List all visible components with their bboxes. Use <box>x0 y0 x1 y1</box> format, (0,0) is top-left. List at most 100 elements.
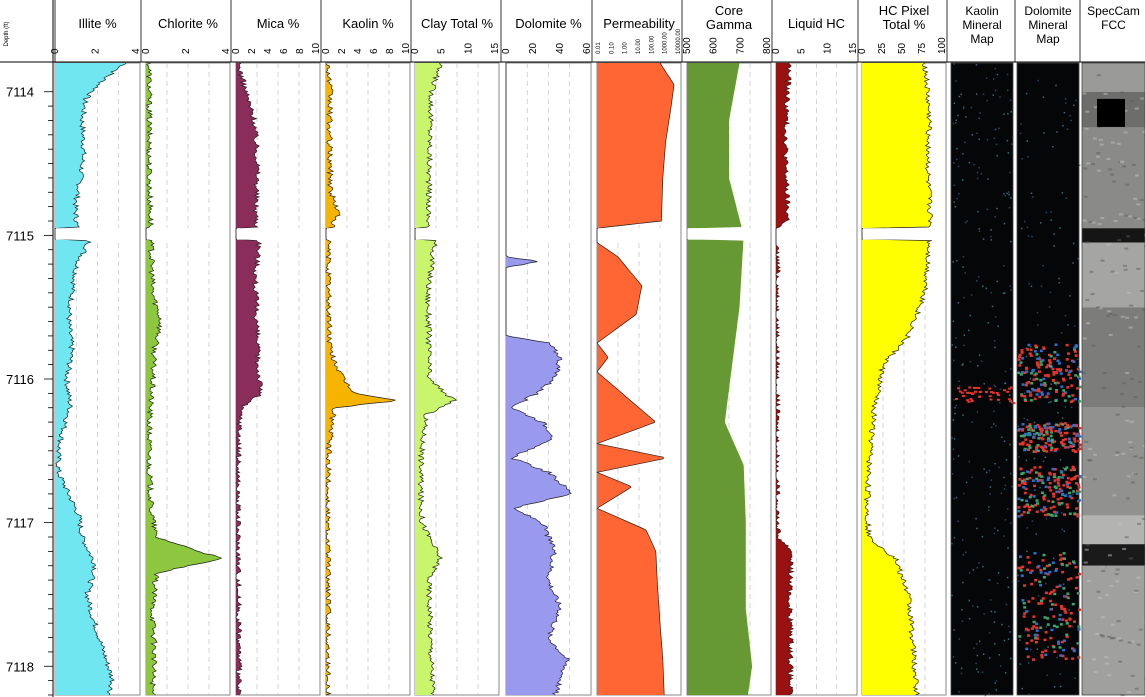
map-speckle <box>1039 222 1042 224</box>
map-speckle <box>955 337 957 339</box>
dolomite-hit <box>1048 481 1052 485</box>
dolomite-hit <box>1053 357 1057 360</box>
map-speckle <box>985 471 988 474</box>
dolomite-hit <box>1029 394 1033 397</box>
dolomite-hit <box>1047 513 1051 516</box>
map-speckle <box>960 93 963 96</box>
map-speckle <box>1000 492 1003 495</box>
dolomite-hit <box>1048 473 1052 476</box>
dolomite-hit <box>1071 424 1075 428</box>
dolomite-hit <box>1027 561 1031 564</box>
map-speckle <box>1070 119 1072 122</box>
dolomite-hit <box>1027 433 1031 436</box>
dolomite-hit <box>1062 484 1066 487</box>
map-speckle <box>989 579 991 581</box>
core-texture <box>1115 580 1120 583</box>
dolomite-hit <box>1038 580 1042 584</box>
dolomite-hit <box>1064 425 1068 429</box>
map-speckle <box>1077 365 1079 368</box>
map-speckle <box>977 210 979 213</box>
dolomite-hit <box>1057 476 1061 479</box>
core-texture <box>1082 372 1087 375</box>
dolomite-hit <box>1051 561 1055 565</box>
map-speckle <box>955 122 957 124</box>
dolomite-hit <box>1045 430 1049 434</box>
core-texture <box>1127 291 1132 294</box>
dolomite-hit <box>1073 512 1077 515</box>
dolomite-hit <box>1039 363 1043 366</box>
dolomite-hit <box>1047 422 1051 426</box>
map-speckle <box>990 479 993 481</box>
map-speckle <box>1003 222 1006 225</box>
map-speckle <box>953 398 955 401</box>
dolomite-hit <box>1036 479 1040 483</box>
dolomite-hit <box>1072 490 1076 493</box>
dolomite-hit <box>1032 495 1036 498</box>
map-speckle <box>987 178 989 180</box>
dolomite-hit <box>1070 384 1074 387</box>
map-speckle <box>1010 110 1013 113</box>
core-texture <box>1122 547 1127 550</box>
dolomite-hit <box>1033 397 1037 401</box>
map-speckle <box>1075 99 1077 102</box>
map-speckle <box>993 137 996 140</box>
map-speckle <box>961 539 964 541</box>
dolomite-hit <box>1062 473 1066 477</box>
dolomite-hit <box>1041 448 1045 452</box>
map-speckle <box>958 385 961 387</box>
core-texture <box>1084 127 1089 130</box>
core-texture <box>1083 561 1088 564</box>
map-speckle <box>1042 96 1045 98</box>
core-photo-segment <box>1082 565 1145 695</box>
dolomite-hit <box>1041 481 1045 485</box>
dolomite-hit <box>1034 389 1038 392</box>
dolomite-hit <box>1029 440 1033 443</box>
map-speckle <box>978 562 980 564</box>
dolomite-hit <box>1060 501 1064 505</box>
dolomite-hit <box>1048 360 1052 364</box>
dolomite-hit <box>1022 486 1026 489</box>
dolomite-hit <box>1035 477 1039 481</box>
dolomite-hit <box>1044 572 1048 575</box>
dolomite-hit <box>1054 486 1058 490</box>
dolomite-hit <box>1048 364 1052 368</box>
core-photo-segment <box>1082 407 1145 516</box>
map-speckle <box>1024 629 1027 632</box>
core-texture <box>1138 628 1143 631</box>
core-texture <box>1123 268 1128 271</box>
dolomite-hit <box>1057 424 1061 427</box>
track-tick-label: 0.10 <box>609 42 615 54</box>
core-texture <box>1133 455 1138 458</box>
dolomite-hit <box>1032 625 1036 628</box>
dolomite-hit <box>1044 653 1048 657</box>
dolomite-hit <box>1034 640 1038 644</box>
kaolin-hit <box>989 398 993 401</box>
map-speckle <box>1037 79 1039 82</box>
dolomite-hit <box>1058 553 1062 557</box>
map-speckle <box>997 572 1000 574</box>
dolomite-hit <box>1048 359 1052 362</box>
dolomite-hit <box>1030 382 1034 385</box>
map-speckle <box>975 93 978 95</box>
dolomite-hit <box>1063 399 1067 402</box>
dolomite-hit <box>1036 357 1040 360</box>
dolomite-hit <box>1054 390 1058 393</box>
core-texture <box>1092 137 1097 140</box>
kaolin-hit <box>991 391 995 394</box>
map-speckle <box>1029 346 1032 348</box>
dolomite-hit <box>1039 379 1043 382</box>
map-speckle <box>1059 458 1062 461</box>
dolomite-hit <box>1020 394 1024 398</box>
track-tick-label: 100.00 <box>649 35 655 54</box>
map-speckle <box>1069 115 1071 117</box>
map-speckle <box>1062 583 1065 586</box>
track-fill <box>415 63 457 695</box>
dolomite-hit <box>1062 442 1066 446</box>
map-speckle <box>994 462 996 465</box>
track-tick-label: 6 <box>279 48 290 54</box>
kaolin-hit <box>1012 402 1016 405</box>
dolomite-hit <box>1024 504 1028 508</box>
dolomite-hit <box>1063 595 1067 598</box>
track-curve <box>54 62 127 696</box>
